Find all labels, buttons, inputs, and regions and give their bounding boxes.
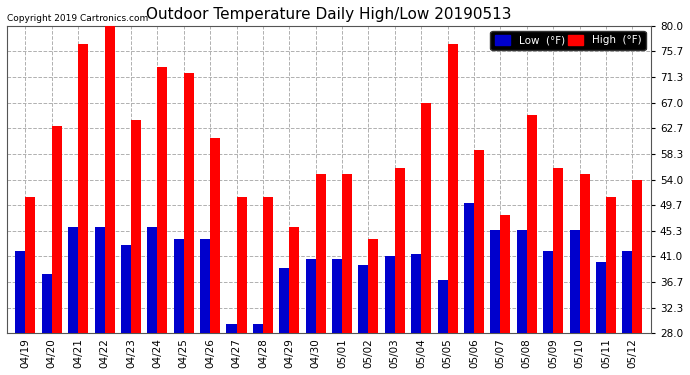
Bar <box>448 44 457 333</box>
Title: Outdoor Temperature Daily High/Low 20190513: Outdoor Temperature Daily High/Low 20190… <box>146 7 511 22</box>
Bar <box>332 260 342 333</box>
Text: Copyright 2019 Cartronics.com: Copyright 2019 Cartronics.com <box>7 14 148 23</box>
Bar <box>596 262 606 333</box>
Bar <box>68 227 78 333</box>
Bar <box>543 251 553 333</box>
Bar <box>26 197 35 333</box>
Bar <box>174 239 184 333</box>
Bar <box>342 174 352 333</box>
Bar <box>553 168 563 333</box>
Bar <box>474 150 484 333</box>
Bar <box>491 230 500 333</box>
Bar <box>395 168 405 333</box>
Bar <box>421 103 431 333</box>
Bar <box>78 44 88 333</box>
Bar <box>52 126 62 333</box>
Bar <box>263 197 273 333</box>
Bar <box>315 174 326 333</box>
Bar <box>622 251 632 333</box>
Bar <box>279 268 289 333</box>
Bar <box>368 239 379 333</box>
Bar <box>606 197 616 333</box>
Bar <box>306 260 315 333</box>
Bar <box>569 230 580 333</box>
Bar <box>148 227 157 333</box>
Bar <box>184 73 194 333</box>
Bar <box>121 244 131 333</box>
Bar <box>289 227 299 333</box>
Bar <box>526 115 537 333</box>
Bar <box>411 254 421 333</box>
Bar <box>385 256 395 333</box>
Bar <box>632 180 642 333</box>
Bar <box>517 230 526 333</box>
Legend: Low  (°F), High  (°F): Low (°F), High (°F) <box>491 31 646 50</box>
Bar <box>358 266 368 333</box>
Bar <box>131 120 141 333</box>
Bar <box>157 67 168 333</box>
Bar <box>500 215 511 333</box>
Bar <box>210 138 220 333</box>
Bar <box>42 274 52 333</box>
Bar <box>200 239 210 333</box>
Bar <box>253 324 263 333</box>
Bar <box>580 174 589 333</box>
Bar <box>237 197 246 333</box>
Bar <box>15 251 26 333</box>
Bar <box>105 20 115 333</box>
Bar <box>95 227 105 333</box>
Bar <box>226 324 237 333</box>
Bar <box>437 280 448 333</box>
Bar <box>464 203 474 333</box>
